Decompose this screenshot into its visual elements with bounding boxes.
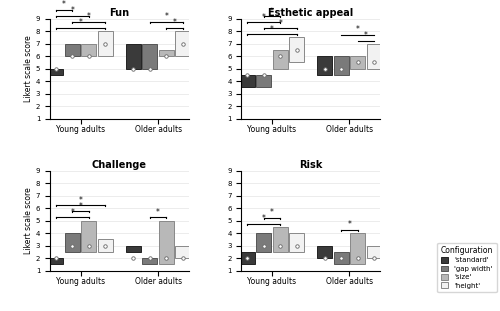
Title: Fun: Fun — [110, 8, 130, 18]
Bar — [350, 56, 366, 69]
Bar — [317, 56, 332, 75]
Bar — [126, 246, 141, 252]
Text: *: * — [364, 31, 368, 40]
Text: *: * — [87, 12, 91, 21]
Bar — [64, 44, 80, 56]
Bar — [64, 233, 80, 252]
Bar — [289, 37, 304, 63]
Text: *: * — [270, 25, 274, 34]
Bar — [367, 44, 382, 69]
Bar — [239, 252, 254, 264]
Text: *: * — [70, 208, 74, 217]
Bar — [176, 246, 191, 258]
Bar — [367, 246, 382, 258]
Bar — [350, 233, 366, 264]
Bar — [289, 233, 304, 252]
Title: Esthetic appeal: Esthetic appeal — [268, 8, 354, 18]
Bar — [256, 233, 271, 252]
Bar — [98, 239, 113, 252]
Bar — [48, 258, 63, 264]
Text: *: * — [62, 0, 66, 9]
Bar — [48, 69, 63, 75]
Text: *: * — [78, 18, 82, 27]
Bar — [334, 252, 349, 264]
Text: *: * — [70, 7, 74, 16]
Text: *: * — [262, 13, 266, 22]
Bar — [81, 220, 96, 252]
Bar — [317, 246, 332, 258]
Legend: 'standard', 'gap width', 'size', 'height': 'standard', 'gap width', 'size', 'height… — [437, 243, 496, 292]
Bar — [272, 50, 288, 69]
Bar — [159, 220, 174, 264]
Y-axis label: Likert scale score: Likert scale score — [24, 35, 33, 102]
Text: *: * — [156, 208, 160, 217]
Text: *: * — [78, 202, 82, 211]
Bar — [98, 31, 113, 56]
Bar — [159, 50, 174, 56]
Bar — [142, 44, 158, 69]
Bar — [176, 31, 191, 56]
Title: Challenge: Challenge — [92, 160, 147, 170]
Bar — [126, 44, 141, 69]
Text: *: * — [164, 12, 168, 21]
Bar — [142, 258, 158, 264]
Bar — [334, 56, 349, 75]
Bar — [239, 75, 254, 87]
Text: *: * — [262, 214, 266, 223]
Bar — [256, 75, 271, 87]
Title: Risk: Risk — [299, 160, 322, 170]
Text: *: * — [270, 7, 274, 16]
Bar — [81, 44, 96, 56]
Text: *: * — [348, 220, 352, 229]
Bar — [272, 227, 288, 252]
Text: *: * — [356, 25, 360, 34]
Text: *: * — [78, 196, 82, 205]
Text: *: * — [270, 208, 274, 217]
Text: *: * — [278, 19, 282, 28]
Text: *: * — [173, 18, 176, 27]
Y-axis label: Likert scale score: Likert scale score — [24, 187, 33, 254]
